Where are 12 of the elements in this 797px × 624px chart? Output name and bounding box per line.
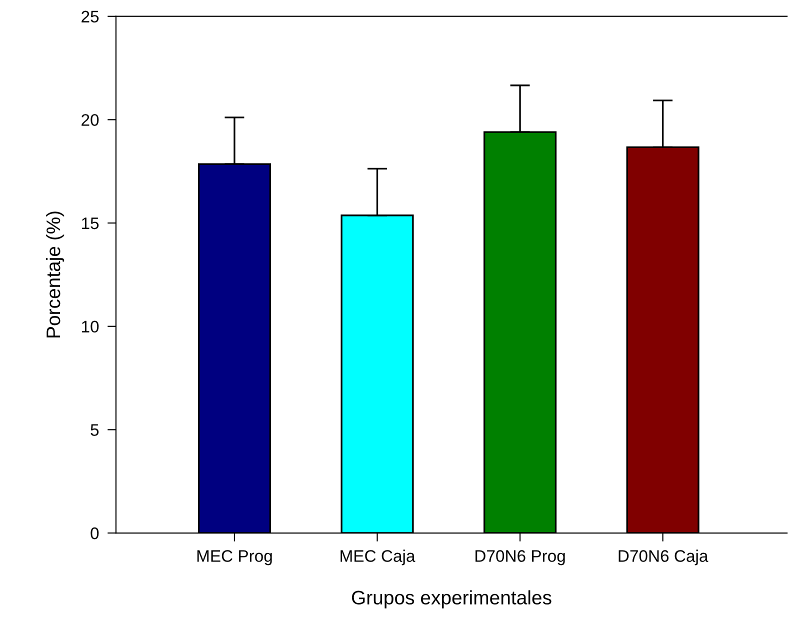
y-tick-label: 10	[82, 320, 99, 333]
y-tick-label: 25	[82, 10, 99, 23]
y-tick-label: 20	[82, 114, 99, 126]
y-tick-label: 5	[90, 424, 99, 436]
x-tick-label: D70N6 Caja	[618, 550, 708, 566]
x-tick-label: D70N6 Prog	[476, 550, 565, 566]
y-axis-title: Porcentaje (%)	[46, 212, 64, 338]
x-tick-label: MEC Prog	[197, 550, 272, 566]
x-tick-label: MEC Caja	[340, 550, 416, 566]
y-tick-label: 15	[82, 218, 99, 230]
y-tick-label: 0	[90, 527, 99, 540]
x-axis-title: Grupos experimentales	[352, 590, 552, 608]
